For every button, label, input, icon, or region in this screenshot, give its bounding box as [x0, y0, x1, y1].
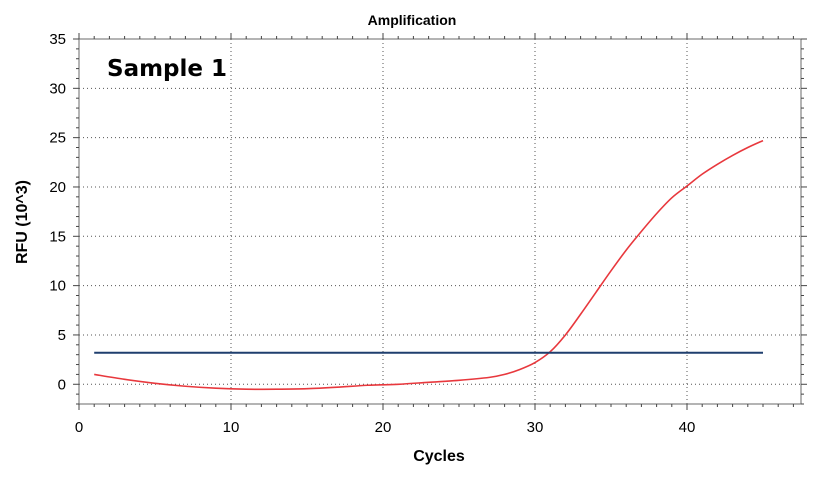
x-tick-labels: 0 10 20 30 40 [75, 419, 696, 436]
y-tick-label: 30 [49, 80, 66, 97]
y-tick-labels: 0 5 10 15 20 25 30 35 [49, 31, 66, 393]
x-tick-label: 20 [375, 419, 392, 436]
x-tick-label: 30 [527, 419, 544, 436]
y-tick-label: 10 [49, 278, 66, 295]
chart-title: Amplification [368, 12, 457, 28]
sample-annotation: Sample 1 [107, 56, 227, 82]
grid [79, 39, 801, 404]
x-tick-label: 0 [75, 419, 83, 436]
plot-frame [78, 38, 802, 405]
y-tick-label: 35 [49, 31, 66, 48]
series [94, 139, 764, 391]
y-tick-label: 25 [49, 130, 66, 147]
axis-ticks [73, 33, 807, 410]
x-tick-label: 40 [679, 419, 696, 436]
y-axis-label: RFU (10^3) [14, 180, 31, 264]
y-tick-label: 0 [58, 376, 66, 393]
y-tick-label: 15 [49, 228, 66, 245]
x-tick-label: 10 [223, 419, 240, 436]
y-tick-label: 20 [49, 179, 66, 196]
amplification-curve [94, 139, 764, 391]
y-tick-label: 5 [58, 327, 66, 344]
x-axis-label: Cycles [413, 448, 465, 465]
